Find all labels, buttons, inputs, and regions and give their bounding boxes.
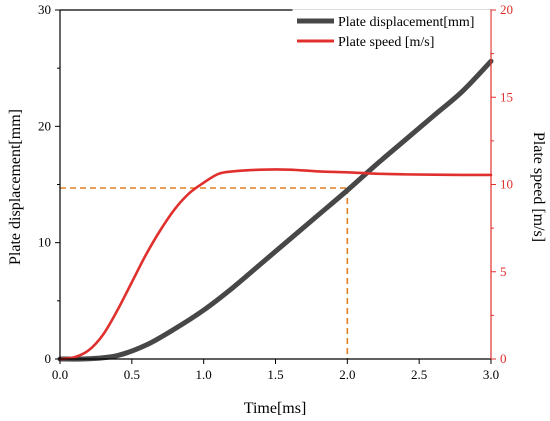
y-left-tick-label: 30 (38, 2, 51, 17)
x-tick-label: 0.0 (52, 367, 68, 382)
y-right-tick-label: 10 (500, 177, 513, 192)
y-left-tick-label: 10 (38, 235, 51, 250)
x-tick-label: 3.0 (483, 367, 499, 382)
x-tick-label: 0.5 (124, 367, 140, 382)
legend-box (292, 9, 491, 53)
legend-label-displacement: Plate displacement[mm] (338, 15, 474, 30)
axes (55, 9, 496, 364)
x-tick-label: 2.0 (339, 367, 355, 382)
y-right-tick-label: 5 (500, 264, 507, 279)
legend-label-speed: Plate speed [m/s] (338, 35, 434, 50)
x-tick-label: 1.0 (196, 367, 212, 382)
y-left-tick-label: 0 (45, 351, 52, 366)
legend: Plate displacement[mm] Plate speed [m/s] (292, 9, 491, 53)
x-tick-label: 2.5 (411, 367, 427, 382)
y-axis-left-title: Plate displacement[mm] (7, 109, 24, 265)
plot-area (57, 58, 494, 362)
series-line-displacement (57, 58, 494, 362)
x-axis-title: Time[ms] (244, 400, 307, 417)
series-line-speed (58, 168, 493, 361)
y-right-tick-label: 20 (500, 2, 513, 17)
y-axis-right-title: Plate speed [m/s] (530, 132, 547, 242)
y-right-tick-label: 0 (500, 351, 507, 366)
x-tick-label: 1.5 (267, 367, 283, 382)
y-right-tick-label: 15 (500, 89, 513, 104)
y-left-tick-label: 20 (38, 118, 51, 133)
